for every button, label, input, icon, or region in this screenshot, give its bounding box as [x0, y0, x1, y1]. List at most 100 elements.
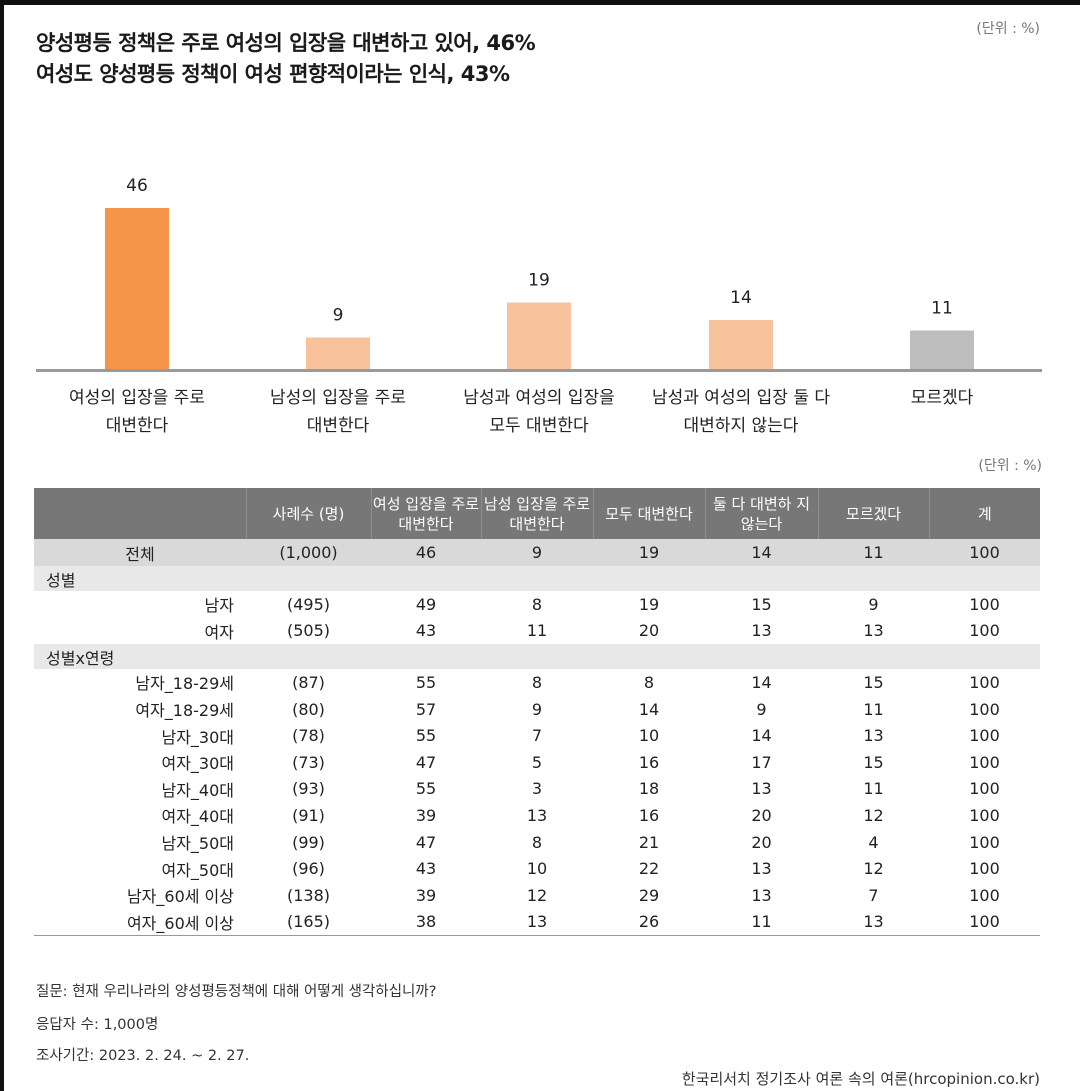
table-cell: 55 — [415, 726, 437, 746]
row-label: 전체 — [34, 539, 246, 566]
table-cell: (80) — [292, 699, 325, 719]
table-cell: 8 — [531, 672, 543, 692]
table-header-cell — [34, 488, 247, 539]
row-label: 여자 — [204, 622, 234, 642]
table-cell: 9 — [868, 594, 879, 614]
table-cell: 100 — [969, 885, 1000, 905]
table-cell: 11 — [751, 912, 772, 932]
table-cell: 13 — [751, 779, 772, 799]
table-cell: 11 — [863, 699, 884, 719]
unit-label-chart: (단위 : %) — [976, 21, 1040, 37]
source-note: 한국리서치 정기조사 여론 속의 여론(hrcopinion.co.kr) — [681, 1070, 1040, 1088]
table-cell: (1,000) — [246, 539, 371, 566]
table-cell: 14 — [751, 672, 772, 692]
table-row: 남자 (495) 49 8 19 15 9 100 — [34, 591, 1040, 618]
table-cell: (87) — [292, 672, 325, 692]
table-cell: (78) — [292, 726, 325, 746]
table-header-cell: 모르겠다 — [818, 488, 930, 539]
table-row: 여자 (505) 43 11 20 13 13 100 — [34, 618, 1040, 645]
bar-2 — [507, 302, 571, 369]
table-cell: 19 — [593, 539, 705, 566]
table-cell: 15 — [751, 594, 772, 614]
table-cell: 13 — [526, 912, 548, 932]
table-row: 남자_50대 (99) 47 8 21 20 4 100 — [34, 829, 1040, 856]
bar-value-label: 14 — [730, 288, 752, 308]
table-cell: 47 — [415, 832, 437, 852]
table-row: 여자_60세 이상 (165) 38 13 26 11 13 100 — [34, 909, 1040, 936]
bar-4 — [910, 330, 974, 369]
row-label: 남자_40대 — [161, 780, 234, 800]
table-cell: 100 — [969, 672, 1000, 692]
table-cell: 100 — [969, 726, 1000, 746]
table-cell: 100 — [929, 539, 1040, 566]
table-cell: (96) — [292, 859, 325, 879]
table-cell: 9 — [756, 699, 767, 719]
table-cell: 22 — [638, 859, 660, 879]
table-row: 남자_18-29세 (87) 55 8 8 14 15 100 — [34, 669, 1040, 696]
bar-value-label: 11 — [931, 299, 953, 319]
table-cell: 8 — [531, 832, 543, 852]
bar-1 — [306, 337, 370, 369]
title-line-2: 여성도 양성평등 정책이 여성 편향적이라는 인식, 43% — [36, 62, 510, 86]
table-cell: 20 — [751, 805, 772, 825]
table-cell: 15 — [863, 752, 884, 772]
top-border — [0, 0, 1080, 5]
table-cell: 100 — [969, 779, 1000, 799]
table-cell: 49 — [415, 594, 437, 614]
row-label: 여자_18-29세 — [135, 701, 234, 721]
table-cell: 10 — [526, 859, 548, 879]
table-cell: 46 — [371, 539, 481, 566]
question-note: 질문: 현재 우리나라의 양성평등정책에 대해 어떻게 생각하십니까? — [36, 984, 437, 1000]
table-cell: 13 — [863, 912, 884, 932]
category-label: 대변한다 — [307, 416, 370, 436]
table-cell: 20 — [638, 621, 660, 641]
row-label: 여자_40대 — [161, 807, 234, 827]
table-cell: 100 — [969, 805, 1000, 825]
section-label: 성별x연령 — [34, 644, 1040, 670]
table-header-row: 사례수 (명) 여성 입장을 주로 대변한다 남성 입장을 주로 대변한다 모두 대변… — [34, 488, 1040, 539]
table-cell: 13 — [526, 805, 548, 825]
category-label: 남성과 여성의 입장 둘 다 — [652, 388, 830, 408]
bar-0 — [105, 208, 169, 369]
table-header-cell: 남성 입장을 주로 대변한다 — [481, 488, 594, 539]
table-cell: 100 — [969, 594, 1000, 614]
unit-label-table: (단위 : %) — [978, 458, 1042, 474]
table-cell: 100 — [969, 621, 1000, 641]
table-cell: 100 — [969, 859, 1000, 879]
bar-value-label: 46 — [126, 176, 148, 196]
section-label: 성별 — [34, 566, 1040, 591]
table-header-cell: 여성 입장을 주로 대변한다 — [371, 488, 482, 539]
table-cell: 12 — [863, 805, 884, 825]
table-cell: 7 — [531, 726, 543, 746]
table-row: 여자_50대 (96) 43 10 22 13 12 100 — [34, 855, 1040, 882]
category-label: 여성의 입장을 주로 — [69, 388, 205, 408]
table-cell: 18 — [638, 779, 660, 799]
table-cell: 39 — [415, 805, 437, 825]
table-cell: 13 — [751, 621, 772, 641]
table-cell: 55 — [415, 672, 437, 692]
table-cell: 5 — [531, 752, 543, 772]
table-cell: 29 — [638, 885, 660, 905]
table-bottom-rule — [34, 935, 1040, 937]
table-cell: 14 — [705, 539, 818, 566]
chart-baseline — [36, 369, 1042, 372]
crosstab-table-wrap: 사례수 (명) 여성 입장을 주로 대변한다 남성 입장을 주로 대변한다 모두 대변… — [34, 488, 1040, 937]
table-cell: 3 — [531, 779, 543, 799]
table-cell: 12 — [863, 859, 884, 879]
period-note: 조사기간: 2023. 2. 24. ~ 2. 27. — [36, 1048, 250, 1064]
table-cell: (495) — [286, 594, 331, 614]
table-row: 여자_18-29세 (80) 57 9 14 9 11 100 — [34, 696, 1040, 723]
table-cell: 4 — [868, 832, 879, 852]
section-row: 성별 — [34, 566, 1040, 591]
table-row: 남자_60세 이상 (138) 39 12 29 13 7 100 — [34, 882, 1040, 909]
title-line-1: 양성평등 정책은 주로 여성의 입장을 대변하고 있어, 46% — [36, 31, 536, 55]
table-cell: 43 — [415, 859, 437, 879]
respondents-note: 응답자 수: 1,000명 — [36, 1017, 159, 1033]
table-header-cell: 계 — [929, 488, 1040, 539]
table-cell: (138) — [286, 885, 331, 905]
table-cell: 100 — [969, 752, 1000, 772]
bar-value-label: 9 — [333, 306, 344, 326]
table-cell: 16 — [638, 752, 660, 772]
table-cell: 100 — [969, 832, 1000, 852]
